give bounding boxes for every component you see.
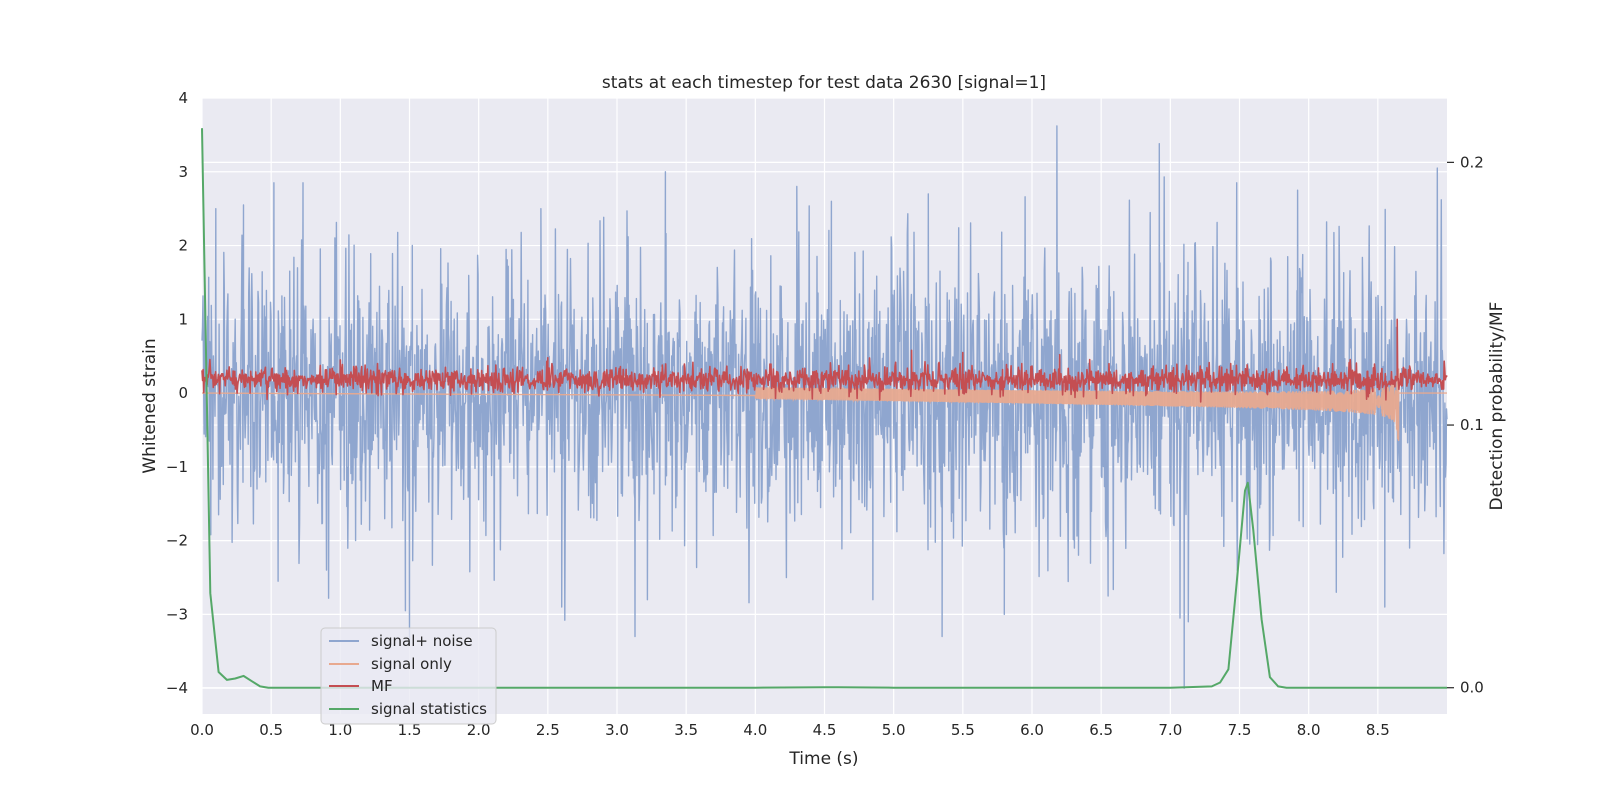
y-tick-label: −1 [166, 458, 188, 476]
x-tick-label: 1.5 [398, 721, 422, 739]
x-tick-label: 7.5 [1228, 721, 1252, 739]
y2-axis-label: Detection probability/MF [1487, 302, 1507, 511]
y2-tick-label: 0.0 [1460, 679, 1484, 697]
y-tick-label: 4 [178, 89, 188, 107]
x-tick-label: 6.0 [1020, 721, 1044, 739]
y-tick-label: −3 [166, 605, 188, 623]
x-tick-label: 0.0 [190, 721, 214, 739]
x-tick-label: 4.5 [813, 721, 837, 739]
legend: signal+ noise signal only MF signal stat… [320, 627, 497, 725]
series-mf [201, 318, 1448, 403]
x-tick-label: 1.0 [328, 721, 352, 739]
x-axis-label: Time (s) [788, 749, 858, 769]
x-tick-label: 3.5 [674, 721, 698, 739]
x-tick-label: 5.5 [951, 721, 975, 739]
y-tick-label: 0 [178, 384, 188, 402]
y-tick-label: −2 [166, 532, 188, 550]
x-axis: 0.0 0.5 1.0 1.5 2.0 2.5 3.0 3.5 4.0 4.5 5.0 5.5 6.0 6… [190, 721, 1390, 739]
legend-label-mf: MF [371, 677, 393, 695]
y-tick-label: 2 [178, 237, 188, 255]
y2-tick-label: 0.2 [1460, 153, 1484, 171]
x-tick-label: 6.5 [1089, 721, 1113, 739]
y2-axis: 0.0 0.1 0.2 [1447, 153, 1484, 697]
legend-box [320, 627, 497, 725]
x-tick-label: 7.0 [1158, 721, 1182, 739]
chart-title: stats at each timestep for test data 263… [602, 73, 1046, 93]
y-axis: −4 −3 −2 −1 0 1 2 3 4 [166, 89, 188, 697]
y-tick-label: 3 [178, 163, 188, 181]
x-tick-label: 2.0 [467, 721, 491, 739]
legend-label-signal-statistics: signal statistics [371, 700, 487, 718]
legend-label-signal-noise: signal+ noise [371, 632, 473, 650]
y-tick-label: 1 [178, 310, 188, 328]
y2-tick-label: 0.1 [1460, 416, 1484, 434]
x-tick-label: 0.5 [259, 721, 283, 739]
x-tick-label: 3.0 [605, 721, 629, 739]
series-layer [201, 125, 1448, 689]
x-tick-label: 8.5 [1366, 721, 1390, 739]
series-signal-noise [201, 125, 1448, 689]
x-tick-label: 2.5 [536, 721, 560, 739]
x-tick-label: 5.0 [882, 721, 906, 739]
x-tick-label: 4.0 [743, 721, 767, 739]
legend-label-signal-only: signal only [371, 655, 452, 673]
y-axis-label: Whitened strain [140, 338, 160, 473]
x-tick-label: 8.0 [1297, 721, 1321, 739]
y-tick-label: −4 [166, 679, 188, 697]
